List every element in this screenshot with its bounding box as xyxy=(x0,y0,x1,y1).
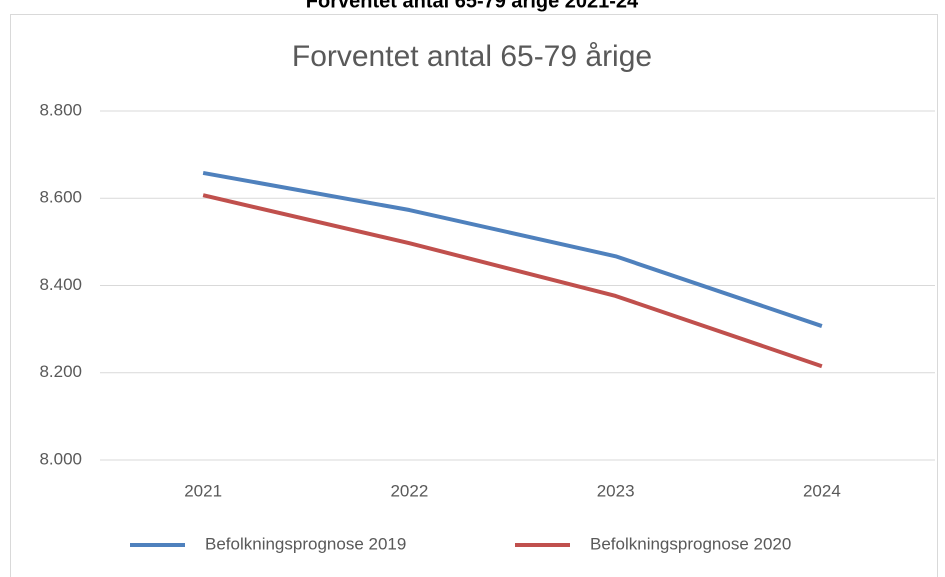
page-title: Forventet antal 65-79 årige 2021-24 xyxy=(306,0,639,12)
y-tick-label: 8.200 xyxy=(39,362,82,381)
y-tick-label: 8.800 xyxy=(39,100,82,119)
x-tick-label: 2022 xyxy=(390,481,428,500)
y-tick-label: 8.400 xyxy=(39,275,82,294)
x-tick-label: 2021 xyxy=(184,481,222,500)
legend-label: Befolkningsprognose 2019 xyxy=(205,534,406,553)
y-tick-label: 8.000 xyxy=(39,449,82,468)
series-line xyxy=(202,193,823,369)
y-tick-label: 8.600 xyxy=(39,188,82,207)
x-tick-label: 2023 xyxy=(597,481,635,500)
series-line xyxy=(202,170,823,328)
chart-frame xyxy=(10,14,938,577)
x-tick-label: 2024 xyxy=(803,481,841,500)
chart-title: Forventet antal 65-79 årige xyxy=(292,40,652,73)
legend-label: Befolkningsprognose 2020 xyxy=(590,534,791,553)
